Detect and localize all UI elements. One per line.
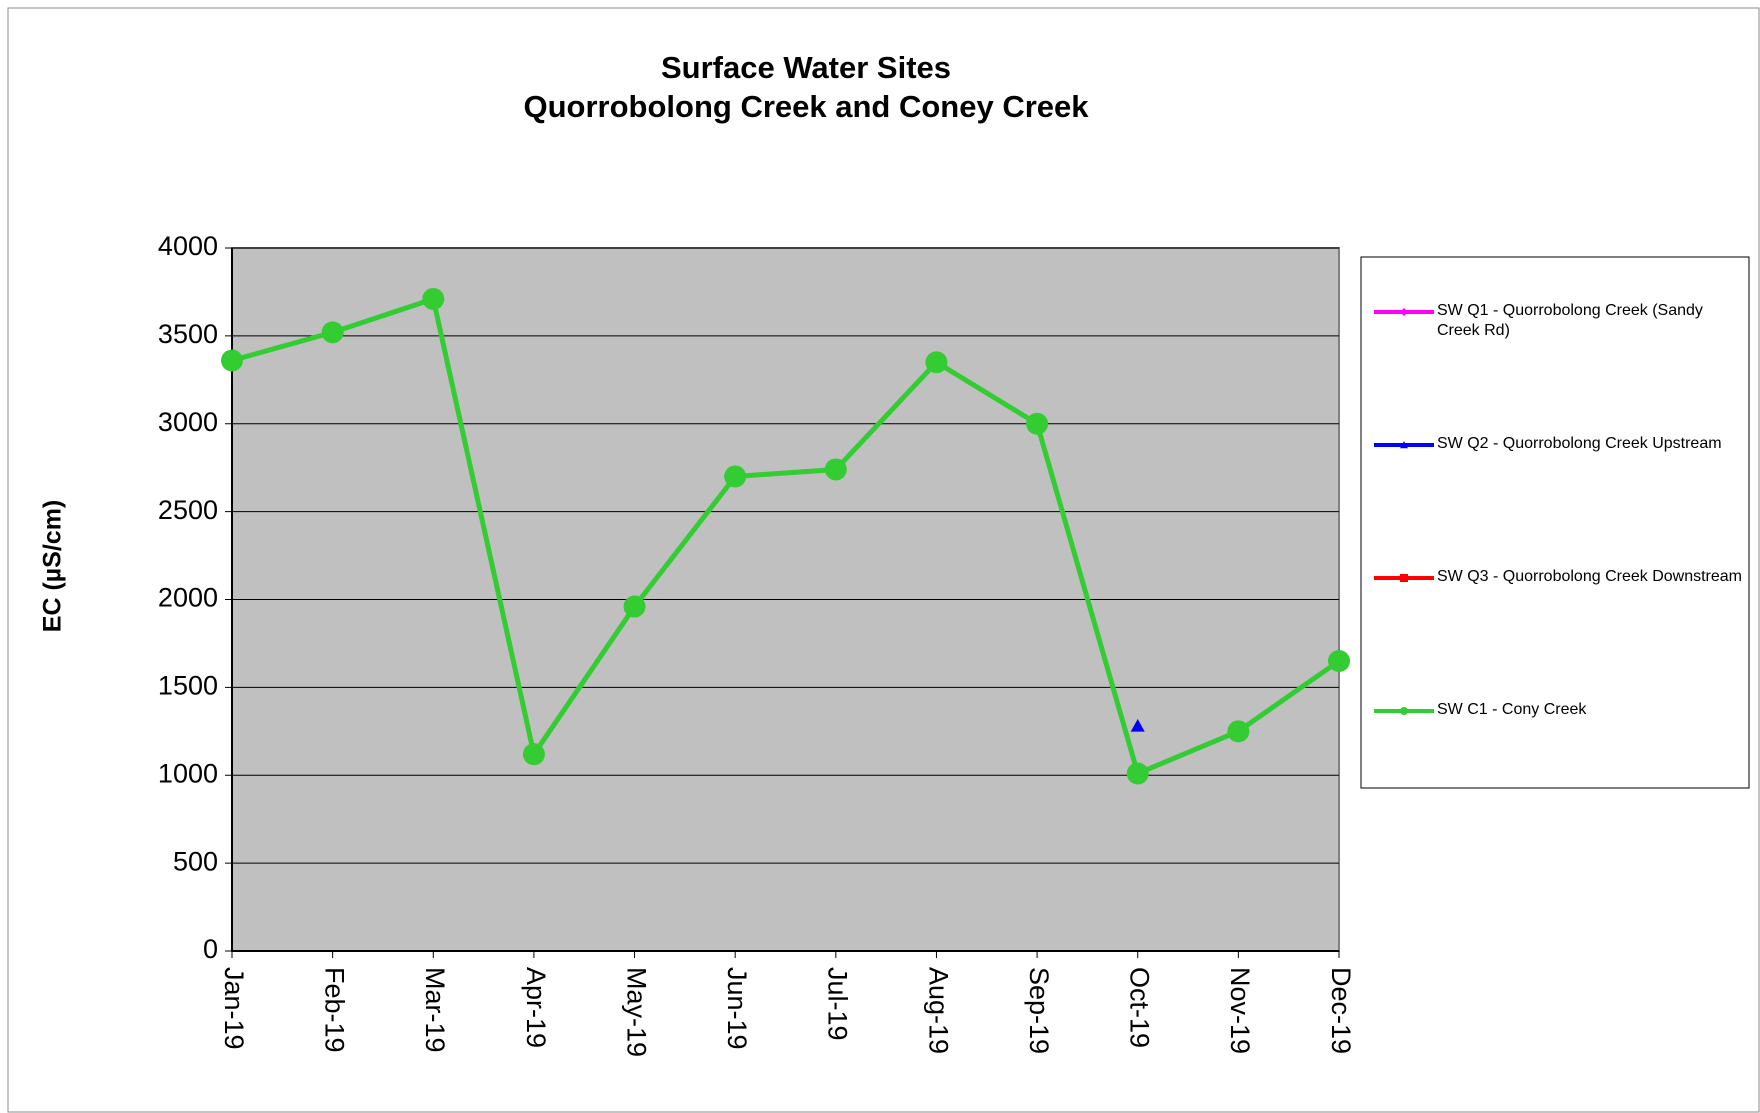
legend-marker bbox=[1400, 707, 1408, 715]
legend-marker bbox=[1400, 308, 1408, 316]
legend-entry: SW C1 - Cony Creek bbox=[1437, 701, 1587, 718]
legend-entry: SW Q3 - Quorrobolong Creek Downstream bbox=[1437, 568, 1742, 585]
marker bbox=[1227, 720, 1250, 743]
y-tick-label: 1500 bbox=[158, 671, 218, 701]
y-tick-label: 3000 bbox=[158, 407, 218, 437]
x-tick-label: Jan-19 bbox=[219, 967, 249, 1050]
marker bbox=[422, 287, 445, 310]
marker bbox=[522, 743, 545, 766]
y-axis-label: EC (µS/cm) bbox=[39, 500, 67, 632]
y-tick-label: 3500 bbox=[158, 319, 218, 349]
x-tick-label: Nov-19 bbox=[1225, 967, 1255, 1054]
x-tick-label: Jul-19 bbox=[823, 967, 853, 1041]
y-tick-label: 1000 bbox=[158, 758, 218, 788]
marker bbox=[925, 351, 948, 374]
chart-title: Surface Water Sites bbox=[661, 50, 951, 85]
marker bbox=[221, 349, 243, 372]
x-tick-label: Feb-19 bbox=[320, 967, 350, 1053]
y-tick-label: 2000 bbox=[158, 583, 218, 613]
marker bbox=[724, 465, 747, 488]
chart-subtitle: Quorrobolong Creek and Coney Creek bbox=[524, 89, 1090, 124]
x-tick-label: Apr-19 bbox=[521, 967, 551, 1048]
legend-marker bbox=[1400, 441, 1408, 449]
legend-label: SW Q1 - Quorrobolong Creek (Sandy Creek … bbox=[1437, 302, 1703, 339]
y-tick-label: 500 bbox=[173, 846, 218, 876]
x-tick-label: Sep-19 bbox=[1024, 967, 1054, 1054]
marker bbox=[1328, 650, 1350, 673]
y-tick-label: 4000 bbox=[158, 231, 218, 261]
legend-marker bbox=[1400, 574, 1408, 582]
legend-label: SW C1 - Cony Creek bbox=[1437, 701, 1587, 718]
y-tick-label: 2500 bbox=[158, 495, 218, 525]
x-tick-label: Oct-19 bbox=[1125, 967, 1155, 1048]
x-tick-label: Aug-19 bbox=[923, 967, 953, 1054]
marker bbox=[1130, 719, 1145, 732]
x-tick-label: May-19 bbox=[621, 967, 651, 1057]
y-tick-label: 0 bbox=[203, 934, 218, 964]
legend-entry: SW Q2 - Quorrobolong Creek Upstream bbox=[1437, 435, 1722, 452]
marker bbox=[1126, 762, 1149, 785]
legend-entry: SW Q1 - Quorrobolong Creek (Sandy Creek … bbox=[1437, 302, 1703, 339]
marker bbox=[321, 321, 344, 344]
legend-label: SW Q2 - Quorrobolong Creek Upstream bbox=[1437, 435, 1722, 452]
series-line bbox=[231, 296, 1341, 776]
marker bbox=[824, 458, 847, 481]
legend-label: SW Q3 - Quorrobolong Creek Downstream bbox=[1437, 568, 1742, 585]
x-tick-label: Dec-19 bbox=[1326, 967, 1356, 1054]
marker bbox=[623, 595, 646, 618]
legend-box bbox=[1360, 256, 1750, 789]
x-tick-label: Jun-19 bbox=[722, 967, 752, 1050]
x-tick-label: Mar-19 bbox=[420, 967, 450, 1053]
marker bbox=[1026, 412, 1049, 435]
